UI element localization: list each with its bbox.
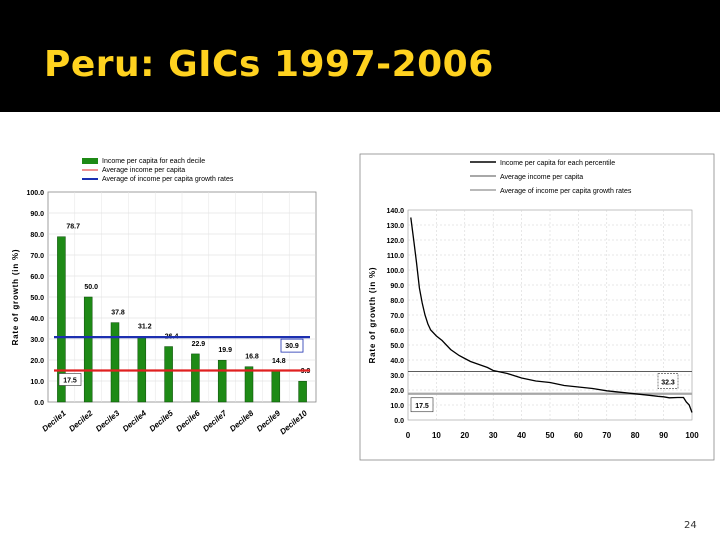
x-tick-label: Decile4 (121, 408, 149, 433)
x-tick-label: 100 (685, 431, 699, 440)
avg-income-label-box (410, 397, 434, 413)
x-tick-label: 50 (546, 431, 555, 440)
slide-title: Peru: GICs 1997-2006 (44, 44, 494, 85)
data-label: 78.7 (66, 224, 80, 231)
y-tick-label: 80.0 (390, 298, 404, 305)
y-tick-label: 80.0 (30, 232, 44, 239)
bar (110, 322, 120, 403)
data-label: 19.9 (218, 347, 232, 354)
y-tick-label: 40.0 (30, 316, 44, 323)
y-tick-label: 30.0 (30, 337, 44, 344)
y-tick-label: 10.0 (390, 403, 404, 410)
y-tick-label: 140.0 (386, 208, 404, 215)
x-tick-label: Decile6 (174, 408, 202, 433)
y-tick-label: 30.0 (390, 373, 404, 380)
x-tick-label: 70 (602, 431, 611, 440)
page-number: 24 (684, 520, 697, 531)
x-tick-label: Decile10 (278, 408, 309, 436)
legend-label: Average of income per capita growth rate… (102, 176, 234, 183)
avg-growth-label: 30.9 (285, 343, 299, 350)
title-bar: Peru: GICs 1997-2006 (0, 0, 720, 112)
bar (191, 353, 200, 403)
x-tick-label: Decile7 (201, 408, 229, 433)
x-tick-label: 60 (574, 431, 583, 440)
bar (57, 236, 66, 403)
y-tick-label: 20.0 (30, 358, 44, 365)
y-tick-label: 0.0 (394, 418, 404, 425)
y-axis-label: Rate of growth (in %) (11, 249, 20, 346)
x-tick-label: Decile8 (228, 408, 256, 433)
y-tick-label: 70.0 (30, 253, 44, 260)
x-tick-label: 80 (631, 431, 640, 440)
y-tick-label: 130.0 (386, 223, 404, 230)
data-label: 31.2 (138, 323, 152, 330)
avg-income-label: 17.5 (63, 378, 77, 385)
y-axis-label: Rate of growth (in %) (368, 267, 377, 364)
bar (164, 346, 173, 403)
x-tick-label: Decile2 (67, 408, 95, 433)
y-tick-label: 10.0 (30, 379, 44, 386)
y-tick-label: 100.0 (386, 268, 404, 275)
data-label: 9.9 (301, 368, 311, 375)
y-tick-label: 0.0 (34, 400, 44, 407)
data-label: 50.0 (84, 284, 98, 291)
legend-label: Income per capita for each percentile (500, 160, 615, 167)
bar (271, 370, 281, 403)
avg-income-label-box (58, 373, 82, 386)
bar (137, 336, 147, 403)
x-tick-label: 10 (432, 431, 441, 440)
percentile-growth-line-chart: 0.0 10.0 20.0 30.0 40.0 50.0 60.0 70.0 80.0 90.0 1… (359, 153, 715, 461)
legend-label: Average income per capita (500, 174, 583, 181)
x-tick-label: 20 (460, 431, 469, 440)
y-tick-label: 90.0 (390, 283, 404, 290)
avg-growth-label-box (280, 338, 304, 353)
legend-label: Average income per capita (102, 167, 185, 174)
y-tick-label: 50.0 (390, 343, 404, 350)
legend-label: Average of income per capita growth rate… (500, 188, 632, 195)
x-tick-label: 40 (517, 431, 526, 440)
decile-growth-bar-chart: 0.0 10.0 20.0 30.0 40.0 50.0 60.0 70.0 80.0 90.0 1… (11, 158, 317, 436)
bar (217, 359, 227, 403)
data-label: 37.8 (111, 310, 125, 317)
y-tick-label: 120.0 (386, 238, 404, 245)
avg-income-label: 17.5 (415, 403, 429, 410)
x-tick-label: Decile3 (94, 408, 122, 433)
y-tick-label: 40.0 (390, 358, 404, 365)
bar (244, 366, 254, 403)
x-tick-label: 90 (659, 431, 668, 440)
data-label: 22.9 (192, 341, 206, 348)
y-tick-label: 60.0 (390, 328, 404, 335)
x-tick-label: Decile1 (40, 408, 68, 433)
y-tick-label: 90.0 (30, 211, 44, 218)
bar (83, 296, 93, 403)
avg-growth-label: 32.3 (661, 380, 675, 387)
y-tick-label: 110.0 (387, 253, 404, 260)
data-label: 16.8 (245, 354, 259, 361)
y-tick-label: 60.0 (30, 274, 44, 281)
y-tick-label: 50.0 (30, 295, 44, 302)
bar (298, 380, 307, 403)
avg-growth-label-box (657, 373, 679, 389)
data-label: 14.8 (272, 358, 286, 365)
y-tick-label: 70.0 (390, 313, 404, 320)
x-tick-label: Decile5 (148, 408, 176, 433)
growth-incidence-curve (410, 217, 693, 413)
legend-swatch (82, 158, 98, 164)
y-tick-label: 100.0 (26, 190, 44, 197)
x-tick-label: 30 (489, 431, 498, 440)
x-tick-label: 0 (406, 431, 411, 440)
y-tick-label: 20.0 (390, 388, 404, 395)
legend-label: Income per capita for each decile (102, 158, 205, 165)
